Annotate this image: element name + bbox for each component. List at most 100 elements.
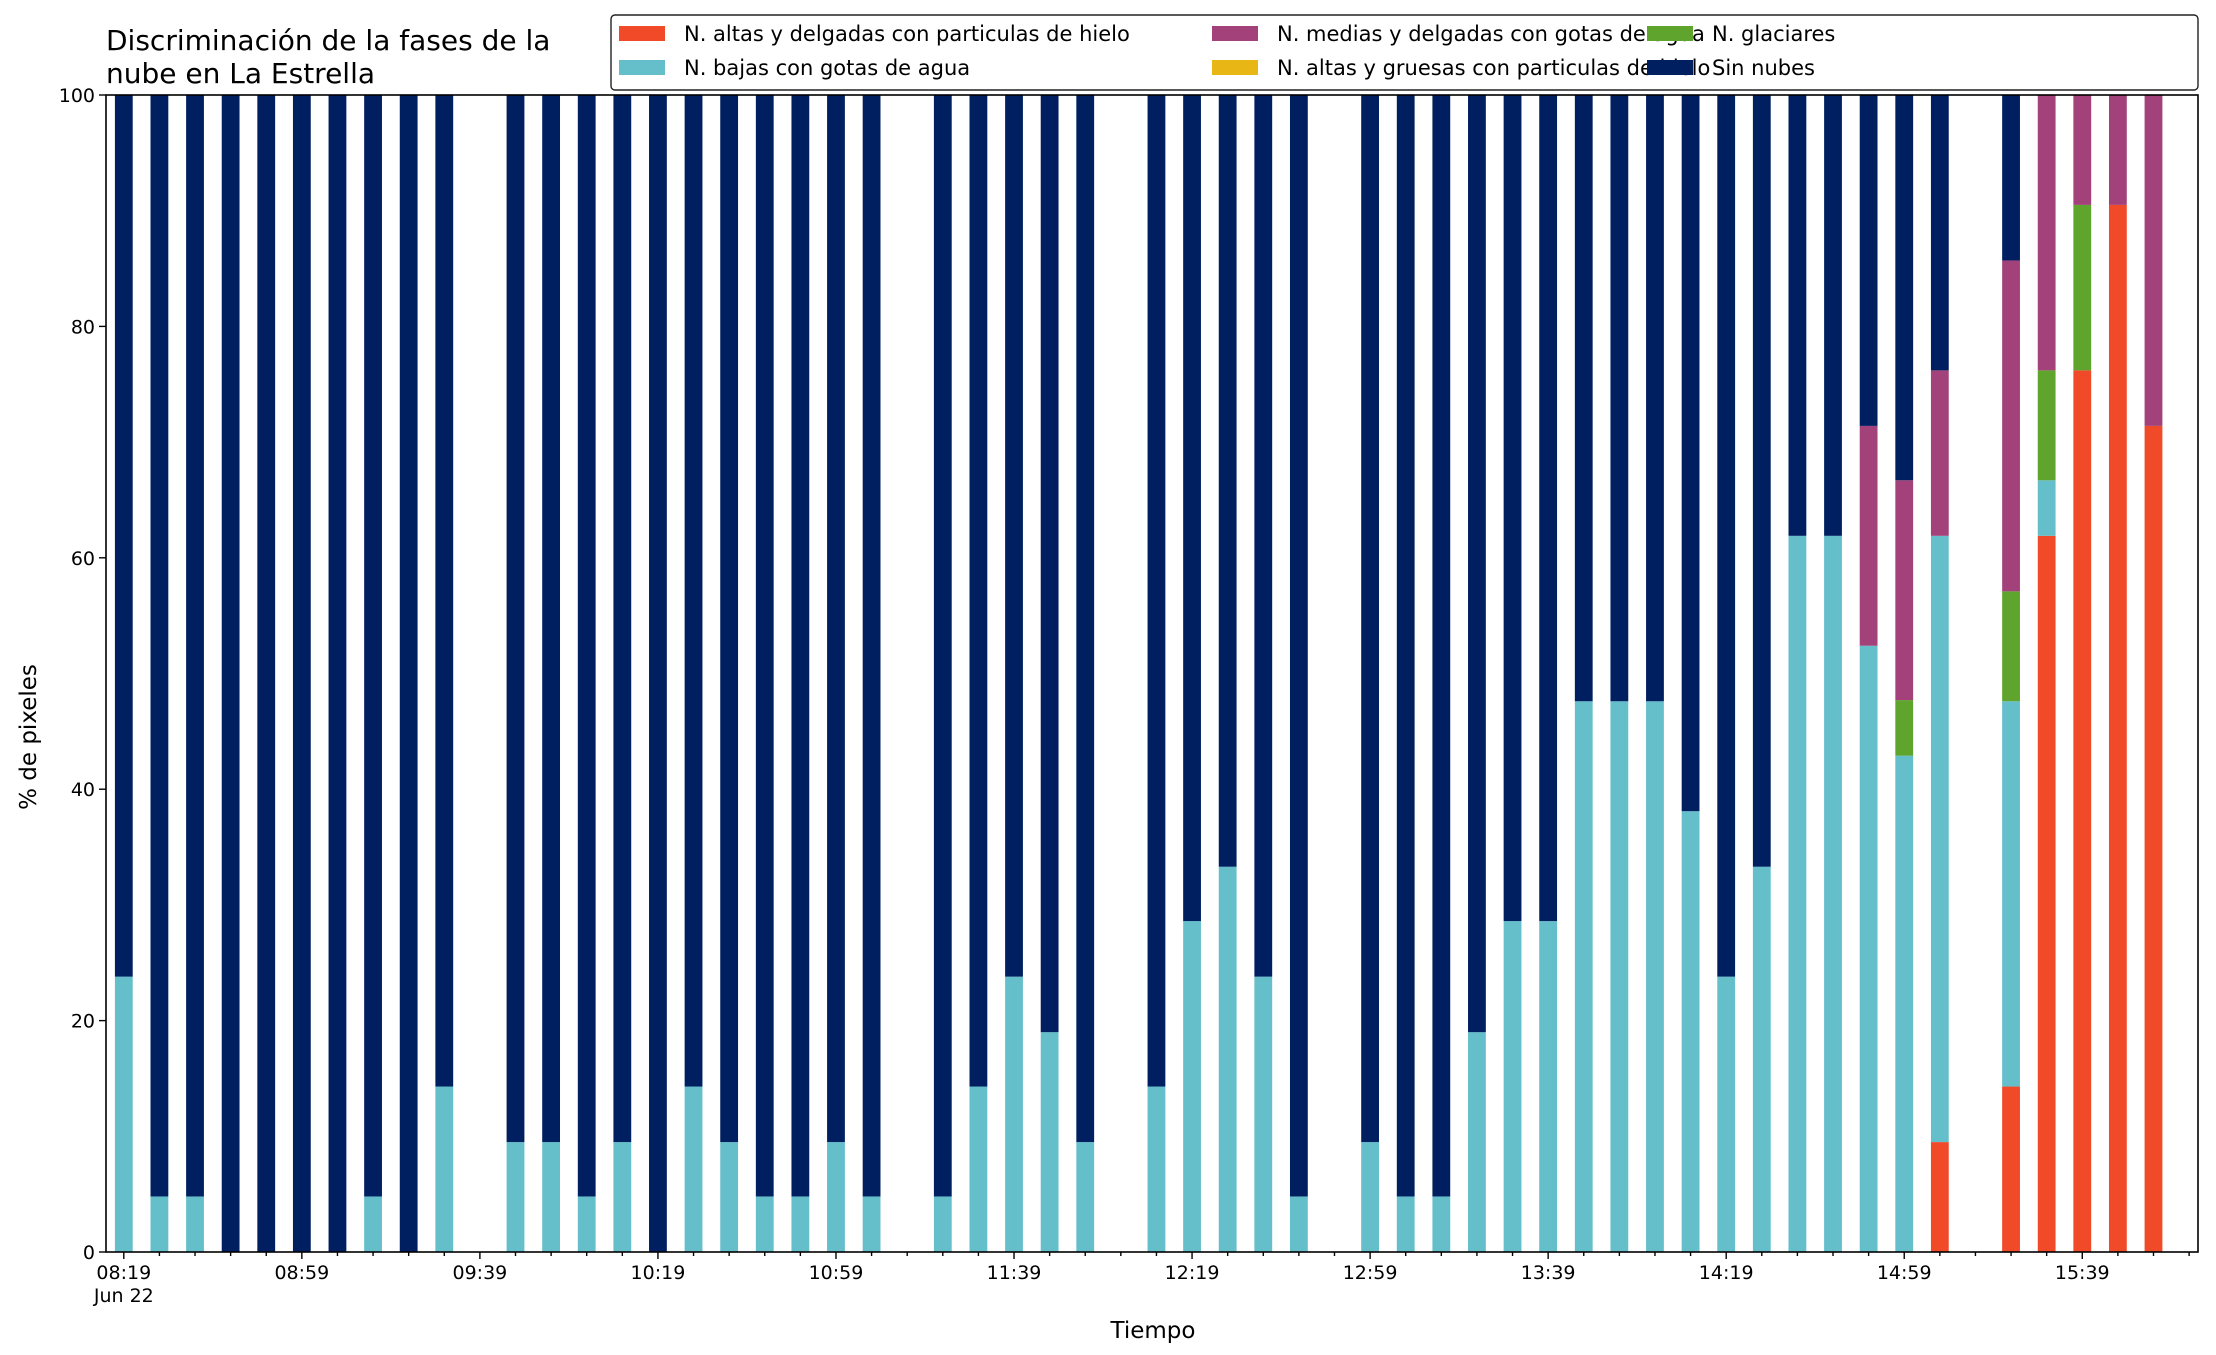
bar-segment: [1361, 95, 1380, 1143]
bar-segment: [1396, 95, 1415, 1197]
x-tick-label: 12:19: [1165, 1262, 1220, 1284]
legend-swatch: [1212, 26, 1258, 41]
bar-segment: [969, 1086, 988, 1252]
bar-segment: [577, 95, 596, 1197]
bar-segment: [1005, 95, 1023, 977]
bar-segment: [2073, 370, 2092, 1253]
chart-title-line: Discriminación de la fases de la: [106, 24, 550, 57]
bar-segment: [257, 95, 276, 1252]
bar-segment: [2144, 95, 2163, 426]
plot-frame: [105, 94, 2199, 1253]
bar-segment: [2002, 95, 2020, 261]
bar-segment: [1076, 1142, 1095, 1252]
x-tick-label: 08:19: [96, 1262, 151, 1284]
bar-segment: [1468, 1032, 1486, 1252]
x-axis-label: Tiempo: [1110, 1318, 1196, 1344]
bar-segment: [1646, 701, 1664, 1252]
bar-segment: [1076, 95, 1095, 1143]
bar-segment: [506, 1142, 525, 1252]
bar-segment: [1289, 1196, 1308, 1252]
bar-segment: [1895, 95, 1914, 481]
bar-segment: [1895, 700, 1914, 756]
bar-segment: [1930, 535, 1949, 1143]
bar-segment: [2108, 204, 2127, 1252]
bar-segment: [150, 1196, 169, 1252]
x-tick-label: 12:59: [1343, 1262, 1398, 1284]
bars-group: [114, 95, 2163, 1253]
y-tick-label: 0: [83, 1242, 95, 1264]
legend-label: N. bajas con gotas de agua: [684, 56, 970, 80]
legend-box: [610, 14, 2199, 91]
bar-segment: [1930, 370, 1949, 536]
bar-segment: [1752, 866, 1771, 1252]
bar-segment: [2002, 591, 2020, 702]
x-tick-label: 10:59: [809, 1262, 864, 1284]
bar-segment: [684, 95, 703, 1087]
bar-segment: [1574, 95, 1593, 702]
bar-segment: [2002, 1086, 2020, 1252]
bar-segment: [1610, 95, 1629, 702]
chart-title: Discriminación de la fases de la nube en …: [106, 24, 550, 90]
bar-segment: [1539, 921, 1558, 1252]
bar-segment: [1468, 95, 1486, 1033]
bar-segment: [1289, 95, 1308, 1197]
bar-segment: [542, 1142, 561, 1252]
bar-segment: [1005, 976, 1023, 1252]
bar-segment: [720, 95, 739, 1143]
legend-swatch: [1212, 60, 1258, 75]
legend-label: N. glaciares: [1712, 22, 1835, 46]
bar-segment: [2073, 95, 2092, 205]
bar-segment: [2002, 701, 2020, 1087]
y-tick-label: 80: [71, 316, 95, 338]
y-tick-label: 60: [71, 548, 95, 570]
bar-segment: [1717, 95, 1736, 977]
bar-segment: [755, 1196, 774, 1252]
bar-segment: [791, 95, 810, 1197]
bar-segment: [1717, 976, 1736, 1252]
bar-segment: [1895, 480, 1914, 701]
bar-segment: [1646, 95, 1664, 702]
legend-label: N. altas y gruesas con particulas de hie…: [1277, 56, 1710, 80]
bar-segment: [755, 95, 774, 1197]
bar-segment: [933, 1196, 952, 1252]
bar-segment: [827, 95, 845, 1143]
x-tick-label: 10:19: [631, 1262, 686, 1284]
legend: N. altas y delgadas con particulas de hi…: [610, 14, 2199, 91]
bar-segment: [1254, 95, 1273, 977]
bar-segment: [1218, 866, 1237, 1252]
x-axis: 08:19 08:59 09:39 10:19 10:59 11:39 12:19 12:59…: [93, 1252, 2190, 1307]
bar-segment: [1503, 95, 1522, 922]
bar-segment: [399, 95, 418, 1252]
x-tick-label: 08:59: [274, 1262, 329, 1284]
bar-segment: [1218, 95, 1237, 867]
y-tick-label: 100: [59, 85, 95, 107]
bar-segment: [114, 976, 133, 1252]
bar-segment: [2037, 535, 2056, 1252]
x-date-label: Jun 22: [93, 1285, 154, 1307]
bar-segment: [150, 95, 169, 1197]
bar-segment: [364, 1196, 382, 1252]
bar-segment: [506, 95, 525, 1143]
bar-segment: [1824, 535, 1842, 1252]
bar-segment: [2144, 425, 2163, 1253]
y-tick-label: 20: [71, 1011, 95, 1033]
bar-segment: [1361, 1142, 1380, 1252]
x-tick-label: 14:59: [1877, 1262, 1932, 1284]
bar-segment: [827, 1142, 845, 1252]
bar-segment: [1432, 95, 1451, 1197]
bar-segment: [1254, 976, 1273, 1252]
bar-segment: [186, 1196, 204, 1252]
legend-swatch: [1647, 60, 1693, 75]
bar-segment: [1040, 1032, 1059, 1252]
x-tick-label: 13:39: [1521, 1262, 1576, 1284]
bar-segment: [1147, 95, 1166, 1087]
x-tick-label: 11:39: [987, 1262, 1042, 1284]
bar-segment: [542, 95, 561, 1143]
bar-segment: [1183, 95, 1201, 922]
bar-segment: [2002, 260, 2020, 592]
bar-segment: [1147, 1086, 1166, 1252]
bar-segment: [364, 95, 382, 1197]
bar-segment: [1183, 921, 1201, 1252]
legend-swatch: [619, 26, 665, 41]
